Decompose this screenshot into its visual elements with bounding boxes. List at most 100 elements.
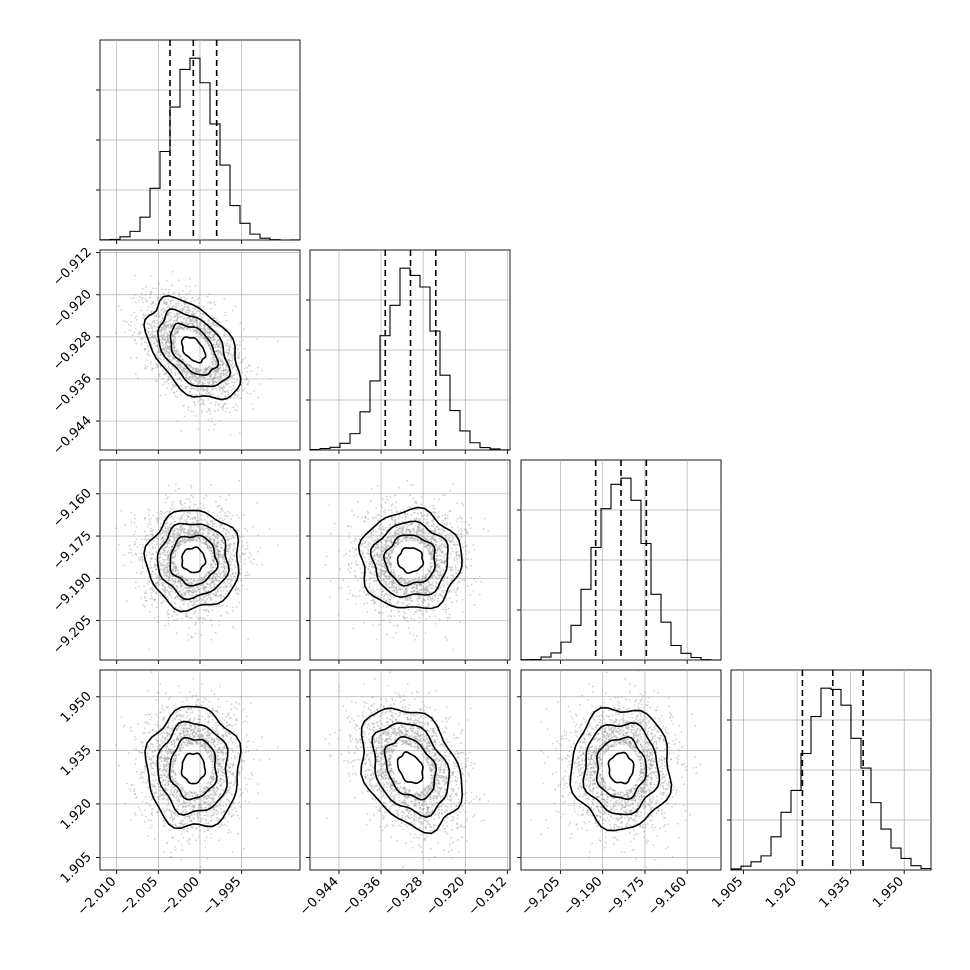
sample-point xyxy=(389,598,392,601)
sample-point xyxy=(185,539,188,541)
sample-point xyxy=(200,325,202,327)
sample-point xyxy=(241,389,244,392)
sample-point xyxy=(216,533,219,536)
sample-point xyxy=(164,372,167,375)
sample-point xyxy=(141,565,144,568)
sample-point xyxy=(152,547,154,549)
sample-point xyxy=(124,320,127,323)
sample-point xyxy=(166,551,169,554)
sample-point xyxy=(149,324,152,327)
sample-point xyxy=(195,600,198,603)
sample-point xyxy=(196,580,199,583)
sample-point xyxy=(206,614,209,617)
sample-point xyxy=(232,384,235,387)
sample-point xyxy=(168,327,171,329)
sample-point xyxy=(381,569,384,572)
sample-point xyxy=(216,534,219,537)
sample-point xyxy=(210,586,213,589)
sample-point xyxy=(369,543,372,545)
sample-point xyxy=(451,569,454,571)
sample-point xyxy=(436,548,439,551)
sample-point xyxy=(220,508,223,510)
sample-point xyxy=(381,570,383,573)
sample-point xyxy=(153,336,156,338)
sample-point xyxy=(163,600,166,603)
sample-point xyxy=(205,340,208,342)
sample-point xyxy=(167,590,170,593)
sample-point xyxy=(419,591,421,594)
sample-point xyxy=(186,371,189,374)
sample-point xyxy=(165,572,168,575)
sample-point xyxy=(216,369,219,372)
sample-point xyxy=(172,536,174,538)
sample-point xyxy=(167,542,169,545)
sample-point xyxy=(174,570,177,573)
sample-point xyxy=(211,314,214,317)
sample-point xyxy=(214,631,217,634)
sample-point xyxy=(373,516,376,519)
sample-point xyxy=(180,385,183,388)
sample-point xyxy=(156,543,159,545)
sample-point xyxy=(226,578,229,581)
sample-point xyxy=(205,392,208,395)
sample-point xyxy=(195,586,198,588)
sample-point xyxy=(150,533,152,535)
sample-point xyxy=(207,529,210,532)
sample-point xyxy=(229,528,232,531)
sample-point xyxy=(399,659,402,660)
sample-point xyxy=(363,520,366,523)
sample-point xyxy=(206,388,209,390)
sample-point xyxy=(175,332,177,335)
sample-point xyxy=(184,586,187,589)
sample-point xyxy=(199,381,202,383)
sample-point xyxy=(168,572,171,575)
sample-point xyxy=(226,585,228,588)
sample-point xyxy=(241,584,244,587)
sample-point xyxy=(212,579,215,582)
sample-point xyxy=(409,494,412,497)
sample-point xyxy=(226,371,229,374)
sample-point xyxy=(189,581,192,583)
sample-point xyxy=(197,524,200,527)
sample-point xyxy=(431,556,434,559)
sample-point xyxy=(220,386,223,389)
sample-point xyxy=(173,533,176,536)
sample-point xyxy=(181,537,184,540)
sample-point xyxy=(207,342,210,345)
sample-point xyxy=(216,554,218,556)
sample-point xyxy=(174,570,177,573)
sample-point xyxy=(213,301,216,303)
sample-point xyxy=(361,577,364,580)
sample-point xyxy=(196,512,199,515)
sample-point xyxy=(194,623,197,626)
sample-point xyxy=(196,525,199,527)
sample-point xyxy=(409,538,412,541)
sample-point xyxy=(412,634,415,636)
sample-point xyxy=(420,588,423,591)
sample-point xyxy=(117,543,120,546)
sample-point xyxy=(426,589,429,592)
sample-point xyxy=(205,367,208,370)
sample-point xyxy=(408,524,411,527)
sample-point xyxy=(167,556,170,559)
sample-point xyxy=(354,537,356,540)
sample-point xyxy=(412,527,415,529)
sample-point xyxy=(205,536,208,538)
sample-point xyxy=(208,573,211,575)
sample-point xyxy=(419,594,422,597)
sample-point xyxy=(187,603,190,605)
sample-point xyxy=(221,387,224,390)
sample-point xyxy=(413,500,416,503)
sample-point xyxy=(210,569,213,572)
sample-point xyxy=(204,618,207,621)
sample-point xyxy=(195,368,198,371)
sample-point xyxy=(204,337,207,340)
sample-point xyxy=(225,586,228,589)
sample-point xyxy=(190,397,192,399)
sample-point xyxy=(163,564,166,567)
sample-point xyxy=(164,494,167,496)
sample-point xyxy=(208,572,211,575)
sample-point xyxy=(194,503,197,506)
sample-point xyxy=(146,365,149,368)
sample-point xyxy=(231,610,234,612)
